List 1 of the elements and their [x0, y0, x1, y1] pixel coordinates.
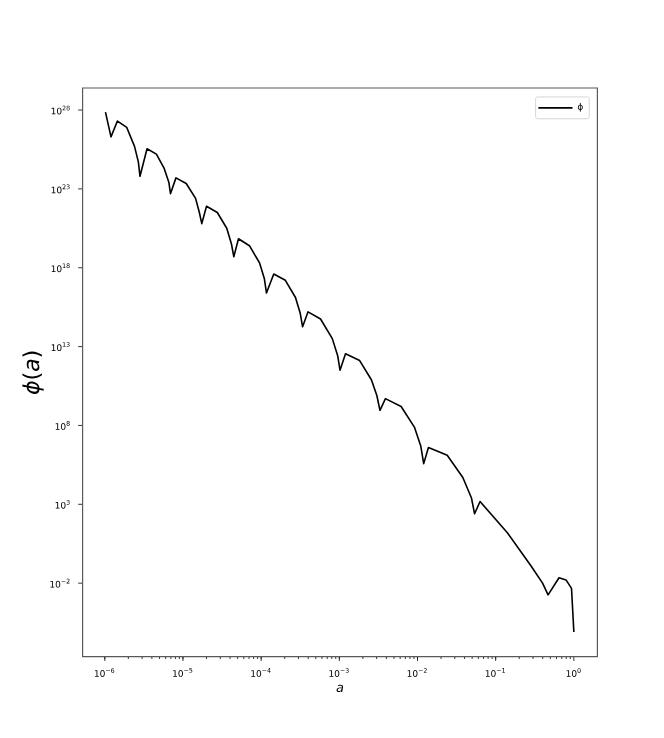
- y-axis-title: ϕ(a): [22, 351, 44, 394]
